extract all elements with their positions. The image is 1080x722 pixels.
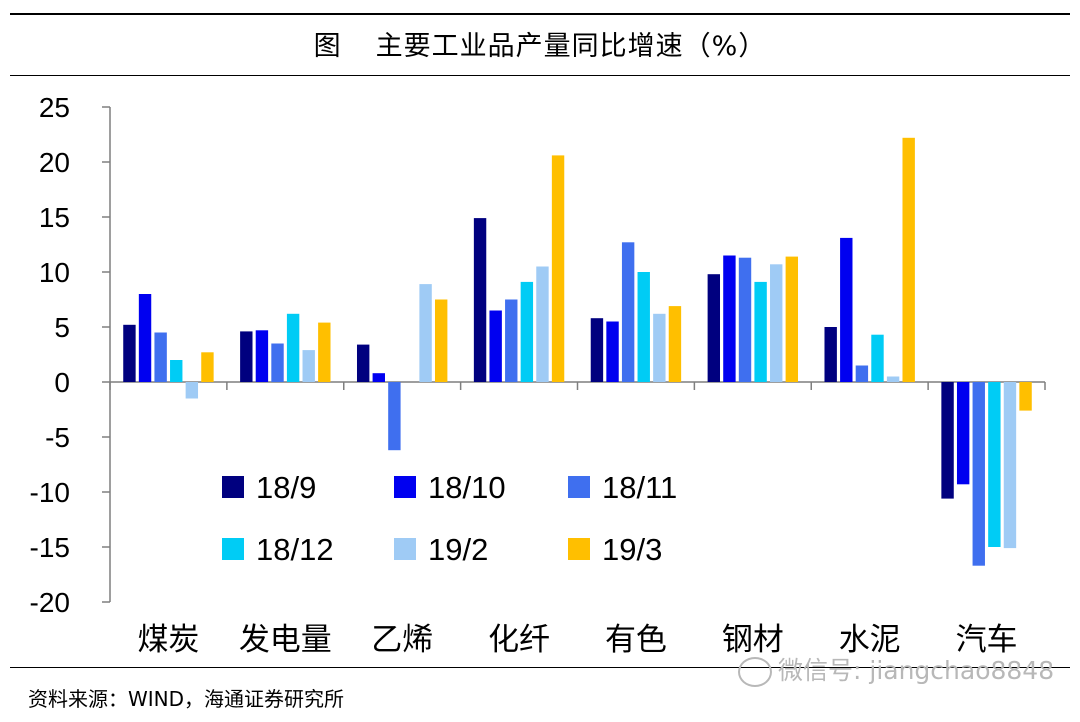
bar <box>738 257 752 382</box>
bar <box>318 322 331 382</box>
watermark-text: 微信号: jiangchao8848 <box>778 656 1055 685</box>
y-tick-label: 20 <box>39 147 70 178</box>
bar <box>988 382 1001 547</box>
watermark: 微信号: jiangchao8848 <box>738 651 1054 687</box>
bar <box>1003 382 1017 549</box>
bar <box>590 318 604 382</box>
y-tick-label: -20 <box>30 587 70 618</box>
bar <box>185 382 199 399</box>
x-category-label: 汽车 <box>956 622 1018 658</box>
bar <box>286 313 300 382</box>
legend-label: 18/10 <box>428 470 506 505</box>
bar <box>388 382 401 451</box>
x-category-label: 煤炭 <box>137 622 199 658</box>
bar <box>824 327 837 382</box>
y-tick-label: -10 <box>30 477 70 508</box>
x-category-label: 乙烯 <box>371 622 433 658</box>
bar <box>536 266 549 382</box>
bar <box>606 321 619 382</box>
x-category-label: 化纤 <box>488 622 550 658</box>
bar <box>154 332 167 382</box>
legend-label: 19/2 <box>428 532 488 567</box>
bar <box>754 281 767 382</box>
bar <box>723 255 736 382</box>
y-tick-label: 5 <box>54 312 70 343</box>
legend-swatch <box>222 476 244 498</box>
top-rule <box>10 13 1070 15</box>
bar <box>840 237 853 382</box>
bar <box>855 365 869 382</box>
legend-swatch <box>394 538 416 560</box>
legend-label: 18/12 <box>256 532 334 567</box>
bar <box>956 382 970 485</box>
legend-swatch <box>568 538 590 560</box>
bar <box>123 324 136 382</box>
y-tick-label: -5 <box>45 422 70 453</box>
source-note: 资料来源：WIND，海通证券研究所 <box>28 687 345 711</box>
y-tick-label: 0 <box>54 367 70 398</box>
legend-label: 18/9 <box>256 470 316 505</box>
bar <box>201 352 214 382</box>
x-category-label: 钢材 <box>722 622 784 658</box>
bar <box>419 284 432 382</box>
bar <box>372 373 385 382</box>
bar <box>302 350 315 382</box>
bar <box>1019 382 1032 411</box>
x-category-label: 发电量 <box>239 622 332 658</box>
bar <box>505 299 518 382</box>
bar <box>668 306 682 382</box>
bar <box>356 344 370 382</box>
legend-swatch <box>222 538 244 560</box>
y-tick-label: 15 <box>39 202 70 233</box>
bar <box>785 256 799 382</box>
bar <box>255 330 269 382</box>
bar <box>138 294 152 382</box>
figure-label: 图 <box>313 31 342 62</box>
bar <box>551 155 565 382</box>
bar <box>637 272 650 382</box>
wechat-icon <box>738 657 772 687</box>
x-category-label: 有色 <box>605 622 667 658</box>
y-tick-label: 25 <box>39 92 70 123</box>
bottom-rule <box>10 667 1070 668</box>
title-text: 主要工业品产量同比增速（%） <box>375 31 767 62</box>
bar <box>621 242 635 382</box>
bar <box>170 360 183 382</box>
bar <box>972 382 985 566</box>
bar <box>941 382 954 499</box>
x-category-label: 水泥 <box>839 622 901 658</box>
y-tick-label: 10 <box>39 257 70 288</box>
legend-swatch <box>394 476 416 498</box>
chart-title: 图 主要工业品产量同比增速（%） <box>0 24 1080 63</box>
bar <box>886 376 900 382</box>
y-tick-label: -15 <box>30 532 70 563</box>
bar <box>902 137 915 382</box>
bar <box>653 313 666 382</box>
bar <box>707 274 721 382</box>
bar <box>770 264 783 382</box>
bar <box>434 299 448 382</box>
bar <box>489 310 502 382</box>
bar <box>473 218 487 382</box>
bar <box>240 331 253 382</box>
bar <box>871 334 884 382</box>
bar <box>520 281 534 382</box>
title-rule <box>10 75 1070 76</box>
legend-label: 19/3 <box>602 532 662 567</box>
legend-swatch <box>568 476 590 498</box>
legend-label: 18/11 <box>602 470 677 505</box>
bar <box>271 343 284 382</box>
